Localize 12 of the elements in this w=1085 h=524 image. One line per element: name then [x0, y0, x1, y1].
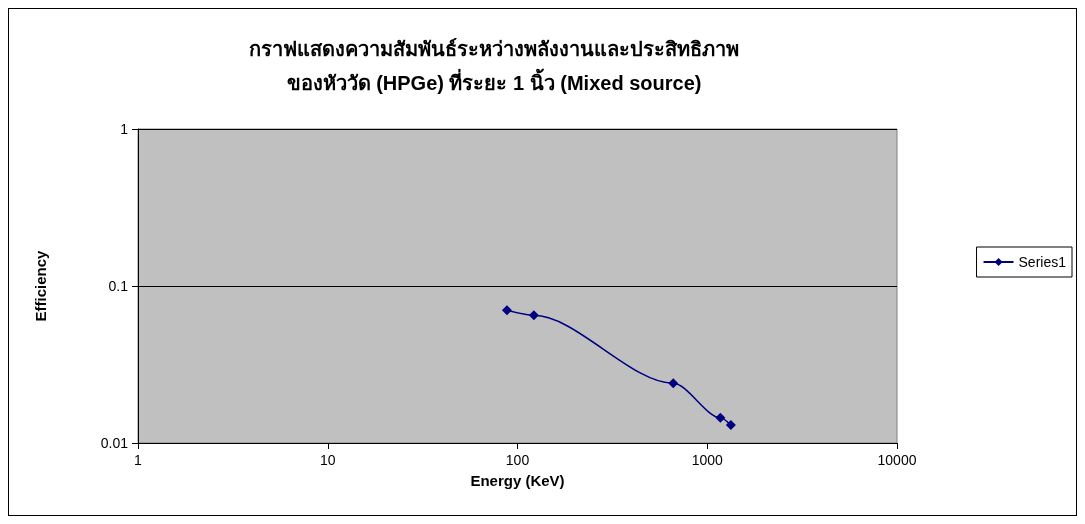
chart-title: กราฟแสดงความสัมพันธ์ระหว่างพลังงานและประสิทธิภาพ ของหัววัด (HPGe) ที่ระยะ 1 นิ้ว (Mixed source): [249, 38, 739, 94]
y-axis-title: Efficiency: [32, 249, 49, 322]
x-tick-label: 10000: [877, 452, 917, 468]
y-tick-label: 0.1: [108, 278, 129, 294]
x-tick-label: 100: [505, 452, 530, 468]
x-tick-label: 1: [134, 452, 143, 468]
y-tick-label: 1: [120, 121, 129, 137]
x-axis-title: Energy (KeV): [470, 472, 565, 489]
x-tick-label: 1000: [691, 452, 724, 468]
y-tick-label: 0.01: [100, 435, 129, 451]
legend-label: Series1: [1018, 254, 1067, 270]
x-tick-label: 10: [319, 452, 336, 468]
